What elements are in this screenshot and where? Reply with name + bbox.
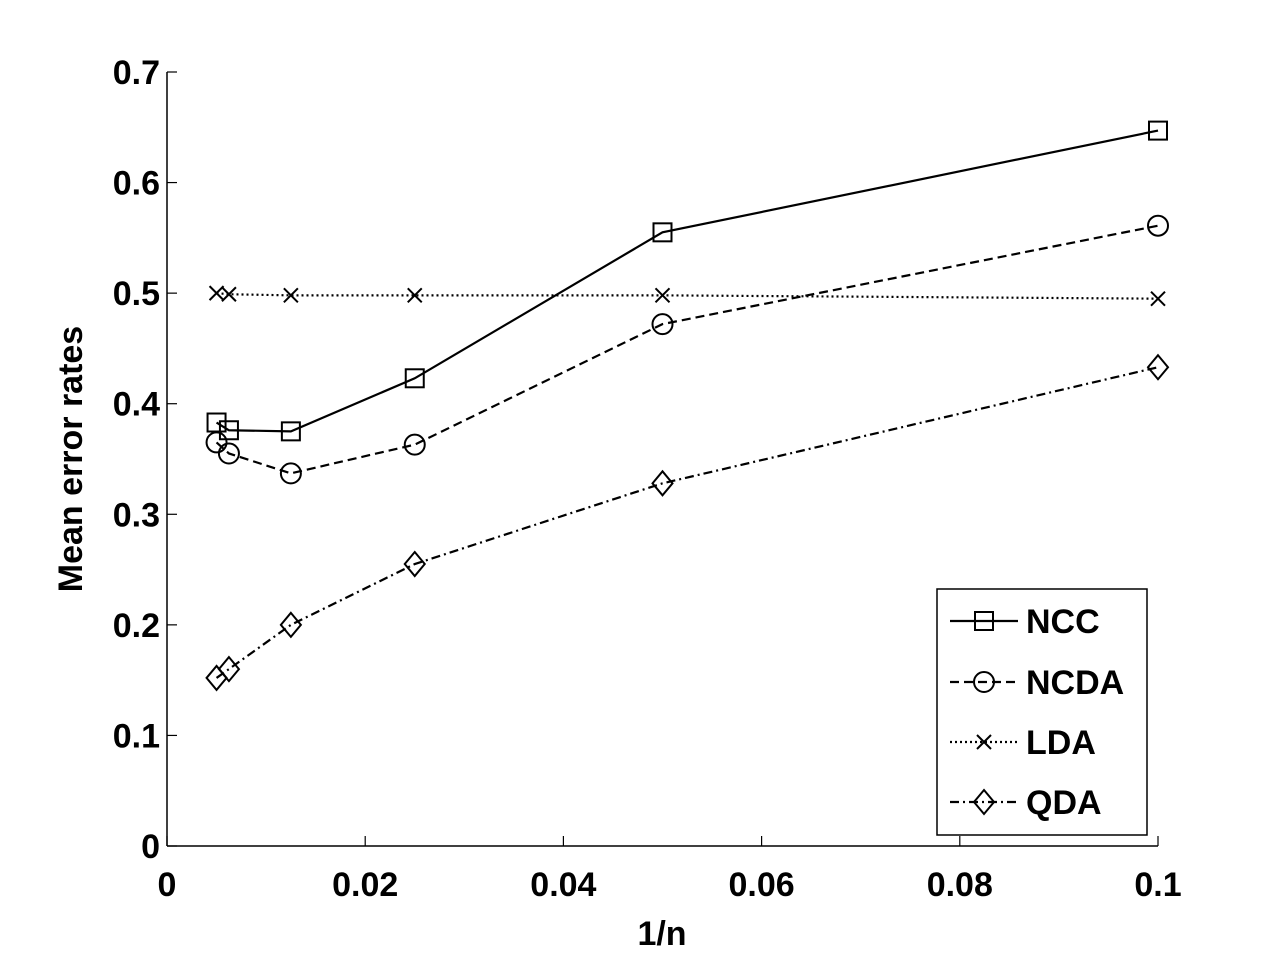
y-tick-label: 0.2 xyxy=(113,607,160,645)
lda-line xyxy=(216,292,1159,300)
ncda-line xyxy=(215,224,1159,475)
ncda-point xyxy=(279,462,302,485)
legend-label-qda: QDA xyxy=(1026,784,1102,822)
y-tick-label: 0 xyxy=(141,828,160,866)
legend-label-ncda: NCDA xyxy=(1026,664,1124,702)
ncc-point xyxy=(1148,120,1168,141)
x-tick-label: 0.1 xyxy=(1134,866,1181,904)
legend-label-lda: LDA xyxy=(1026,724,1096,762)
x-tick-label: 0.06 xyxy=(729,866,795,904)
x-tick-label: 0.02 xyxy=(332,866,398,904)
series-lda xyxy=(208,285,1166,307)
qda-line xyxy=(215,366,1159,679)
lda-point xyxy=(283,287,299,304)
legend-item-qda: QDA xyxy=(950,784,1102,822)
y-tick-label: 0.6 xyxy=(113,165,160,203)
ncda-point xyxy=(403,433,426,456)
lda-point xyxy=(221,286,237,302)
y-tick-label: 0.5 xyxy=(113,275,160,313)
lda-point xyxy=(654,287,671,304)
qda-point xyxy=(403,550,427,578)
qda-point xyxy=(279,611,303,639)
qda-point xyxy=(217,655,241,683)
series-layer xyxy=(205,120,1170,692)
y-axis-title: Mean error rates xyxy=(52,326,90,592)
legend: NCC NCDA LDA QDA xyxy=(936,588,1148,836)
ncda-point xyxy=(651,313,674,336)
x-tick-label: 0.04 xyxy=(530,866,596,904)
ncda-point xyxy=(217,442,240,465)
ncc-point xyxy=(652,222,673,243)
y-tick-label: 0.4 xyxy=(113,386,160,424)
legend-marker-ncc xyxy=(974,611,994,631)
y-tick-label: 0.3 xyxy=(113,496,160,534)
ncc-point xyxy=(280,421,301,442)
x-tick-label: 0.08 xyxy=(927,866,993,904)
legend-marker-ncda xyxy=(973,671,995,693)
axes: 0 0.02 0.04 0.06 0.08 0.1 0 0.1 0.2 0.3 0.4 0.5 0.6 0… xyxy=(113,54,1182,904)
legend-marker-qda xyxy=(972,788,996,816)
series-ncda xyxy=(205,214,1169,485)
lda-point xyxy=(407,287,423,304)
ncda-point xyxy=(1147,214,1169,237)
qda-point xyxy=(1146,353,1170,381)
series-qda xyxy=(205,353,1170,692)
ncda-point xyxy=(205,431,228,454)
y-tick-label: 0.7 xyxy=(113,54,160,92)
y-tick-label: 0.1 xyxy=(113,717,160,755)
x-axis-title: 1/n xyxy=(637,915,686,953)
ncc-line xyxy=(215,129,1159,433)
qda-point xyxy=(651,469,674,497)
legend-item-ncc: NCC xyxy=(950,603,1100,641)
legend-item-lda: LDA xyxy=(950,724,1096,762)
lda-point xyxy=(208,285,225,301)
x-tick-label: 0 xyxy=(158,866,177,904)
lda-point xyxy=(1150,290,1166,307)
ncc-point xyxy=(218,420,239,441)
legend-label-ncc: NCC xyxy=(1026,603,1100,641)
legend-item-ncda: NCDA xyxy=(950,664,1124,702)
legend-box xyxy=(936,588,1148,836)
ncc-point xyxy=(404,368,425,389)
legend-marker-lda xyxy=(976,734,992,750)
